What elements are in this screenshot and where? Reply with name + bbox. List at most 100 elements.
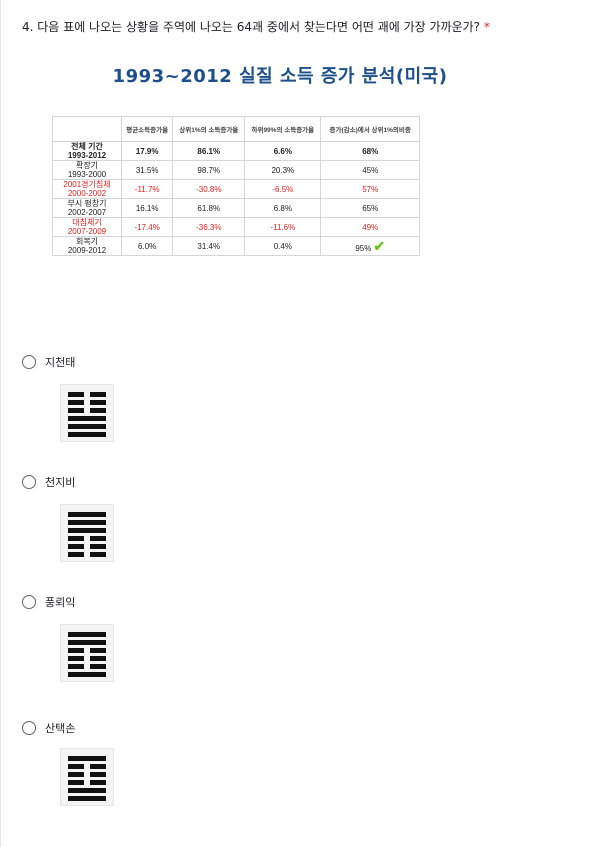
yang-line <box>68 512 106 517</box>
table-cell: -36.3% <box>172 217 246 237</box>
table-cell: 6.0% <box>120 236 174 256</box>
cell-value: -11.7% <box>134 184 160 194</box>
period-cell: 부시 평창기 2002-2007 <box>52 198 122 218</box>
yang-line <box>68 756 106 761</box>
period-years: 2000-2002 <box>67 189 107 198</box>
left-border <box>0 0 1 847</box>
table-cell: 45% <box>320 160 420 180</box>
required-mark: * <box>483 20 490 34</box>
yang-line <box>68 520 106 525</box>
cell-value: 6.6% <box>273 146 292 156</box>
hexagram-sun-icon <box>60 748 114 806</box>
cell-value: 49% <box>362 222 379 232</box>
period-cell: 대침체기 2007-2009 <box>52 217 122 237</box>
hexagram-tai-icon <box>60 384 114 442</box>
hexagram-lines <box>68 512 106 557</box>
table-cell: 65% <box>320 198 420 218</box>
table-header-cell: 평균소득증가율 <box>120 116 174 142</box>
table-cell: 31.5% <box>120 160 174 180</box>
hexagram-pi-icon <box>60 504 114 562</box>
check-icon: ✔ <box>373 237 386 254</box>
hexagram-lines <box>68 632 106 677</box>
cell-value: -17.4% <box>134 222 160 232</box>
table-cell: 57% <box>320 179 420 199</box>
yin-line <box>90 408 106 413</box>
yin-line <box>90 772 106 777</box>
cell-value: 95% <box>355 243 372 253</box>
yin-line <box>90 648 106 653</box>
period-years: 2009-2012 <box>67 246 107 255</box>
option-3[interactable]: 풍뢰익 <box>22 594 75 610</box>
radio-button[interactable] <box>22 721 36 735</box>
yang-line <box>68 416 106 421</box>
yang-line <box>68 788 106 793</box>
table-header-row: 평균소득증가율 상위1%의 소득증가율 하위99%의 소득증가율 증가(감소)에… <box>52 116 420 142</box>
cell-value: -30.8% <box>196 184 222 194</box>
period-name: 전체 기간 <box>71 142 103 151</box>
option-label[interactable]: 풍뢰익 <box>45 596 76 609</box>
yin-line <box>90 780 106 785</box>
option-label[interactable]: 천지비 <box>45 476 76 489</box>
period-name: 2001경기침체 <box>63 180 111 189</box>
figure-title: 1993~2012 실질 소득 증가 분석(미국) <box>112 66 448 87</box>
period-cell: 회복기 2009-2012 <box>52 236 122 256</box>
table-cell: -11.7% <box>120 179 174 199</box>
table-cell: -11.6% <box>244 217 322 237</box>
table-cell: 61.8% <box>172 198 246 218</box>
table-cell: 6.6% <box>244 141 322 161</box>
option-label[interactable]: 지천태 <box>45 356 76 369</box>
cell-value: 6.8% <box>273 203 292 213</box>
option-2[interactable]: 천지비 <box>22 474 75 490</box>
yin-line <box>68 392 84 397</box>
cell-value: 61.8% <box>197 203 221 213</box>
period-name: 확장기 <box>75 161 99 170</box>
yin-line <box>68 780 84 785</box>
yin-line <box>90 536 106 541</box>
radio-button[interactable] <box>22 475 36 489</box>
yang-line <box>68 632 106 637</box>
option-label[interactable]: 산택손 <box>45 722 76 735</box>
table-cell: 16.1% <box>120 198 174 218</box>
table-header-cell: 증가(감소)에서 상위1%의비중 <box>320 116 420 142</box>
option-4[interactable]: 산택손 <box>22 720 75 736</box>
cell-value: 17.9% <box>135 146 159 156</box>
cell-value: 68% <box>362 146 379 156</box>
table-row: 대침체기 2007-2009 -17.4% -36.3% -11.6% 49% <box>52 217 420 237</box>
yin-line <box>68 536 84 541</box>
radio-button[interactable] <box>22 595 36 609</box>
yang-line <box>68 528 106 533</box>
period-name: 부시 평창기 <box>67 199 107 208</box>
table-header-cell: 하위99%의 소득증가율 <box>244 116 322 142</box>
table-cell: 49% <box>320 217 420 237</box>
table-header-cell <box>52 116 122 142</box>
period-years: 2002-2007 <box>67 208 107 217</box>
yin-line <box>90 400 106 405</box>
cell-value: 98.7% <box>197 165 221 175</box>
yin-line <box>68 656 84 661</box>
hexagram-lines <box>68 756 106 801</box>
cell-value: 20.3% <box>271 165 295 175</box>
radio-button[interactable] <box>22 355 36 369</box>
yin-line <box>68 552 84 557</box>
table-row: 회복기 2009-2012 6.0% 31.4% 0.4% 95% ✔ <box>52 236 420 256</box>
question-title: 4. 다음 표에 나오는 상황을 주역에 나오는 64괘 중에서 찾는다면 어떤… <box>22 18 490 36</box>
option-1[interactable]: 지천태 <box>22 354 75 370</box>
cell-value: -11.6% <box>270 222 296 232</box>
cell-value: 0.4% <box>273 241 292 251</box>
income-table-image: 평균소득증가율 상위1%의 소득증가율 하위99%의 소득증가율 증가(감소)에… <box>52 116 420 256</box>
table-cell: -17.4% <box>120 217 174 237</box>
table-cell: 86.1% <box>172 141 246 161</box>
cell-value: 57% <box>362 184 379 194</box>
table-cell: 98.7% <box>172 160 246 180</box>
period-cell: 전체 기간 1993-2012 <box>52 141 122 161</box>
cell-value: 45% <box>362 165 379 175</box>
table-row: 확장기 1993-2000 31.5% 98.7% 20.3% 45% <box>52 160 420 180</box>
yin-line <box>90 664 106 669</box>
period-name: 회복기 <box>75 237 99 246</box>
table-cell: 68% <box>320 141 420 161</box>
period-years: 1993-2000 <box>67 170 107 179</box>
hexagram-yi-icon <box>60 624 114 682</box>
yin-line <box>90 656 106 661</box>
yin-line <box>90 764 106 769</box>
yang-line <box>68 432 106 437</box>
